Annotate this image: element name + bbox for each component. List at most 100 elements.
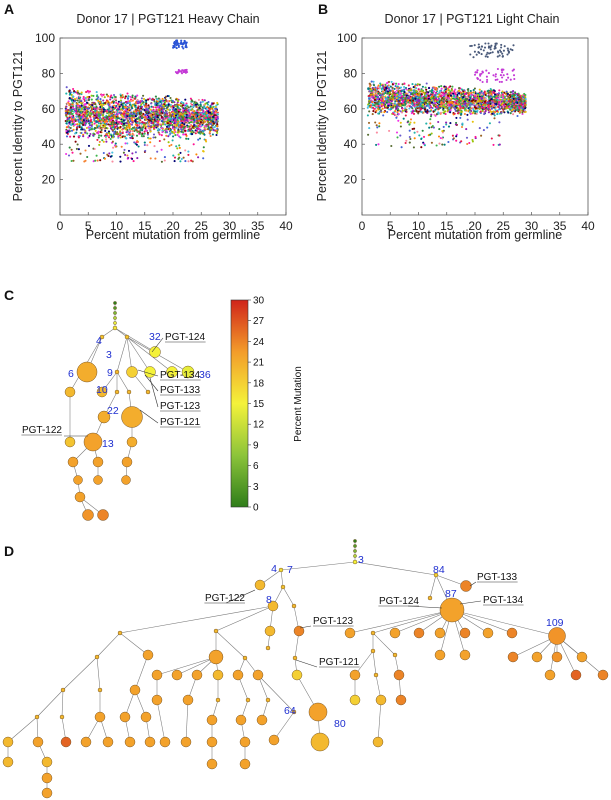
scatter-point (184, 44, 188, 47)
scatter-point (129, 102, 132, 105)
scatter-point (75, 97, 78, 100)
scatter-point (165, 131, 169, 134)
scatter-point (449, 111, 452, 114)
scatter-point (463, 112, 466, 116)
scatter-point (143, 132, 146, 135)
scatter-point (78, 126, 81, 129)
scatter-point (182, 108, 185, 111)
scatter-point (134, 95, 137, 98)
scatter-point (111, 124, 114, 127)
scatter-point (176, 133, 179, 136)
scatter-point (197, 98, 200, 101)
scatter-point (125, 124, 128, 127)
scatter-point (169, 96, 172, 100)
scatter-point (459, 106, 462, 109)
y-tick-label: 100 (35, 31, 55, 45)
scatter-point (160, 115, 163, 118)
scatter-point (157, 101, 160, 104)
scatter-point (73, 100, 76, 103)
scatter-point (167, 135, 170, 138)
scatter-point (84, 96, 87, 100)
scatter-point (70, 148, 73, 151)
scatter-point (111, 136, 114, 139)
scatter-point (448, 86, 451, 89)
scatter-point (197, 156, 200, 159)
scatter-point (374, 95, 377, 98)
scatter-point (195, 127, 199, 130)
scatter-point (84, 149, 87, 152)
scatter-point (127, 119, 130, 122)
scatter-point (103, 157, 106, 160)
scatter-point (396, 111, 399, 114)
scatter-point (135, 117, 138, 120)
scatter-point (94, 110, 97, 113)
scatter-point (79, 152, 82, 155)
scatter-point (498, 89, 501, 92)
scatter-point (210, 103, 213, 106)
scatter-point (99, 111, 102, 114)
scatter-point (107, 154, 110, 158)
scatter-point (444, 112, 447, 116)
scatter-point (154, 157, 157, 160)
scatter-point (201, 100, 204, 103)
scatter-point (157, 97, 160, 100)
scatter-point (175, 126, 178, 129)
scatter-point (498, 107, 501, 110)
scatter-point (171, 125, 175, 128)
scatter-point (105, 122, 108, 125)
scatter-point (115, 119, 118, 122)
scatter-point (92, 111, 95, 114)
scatter-point (95, 124, 98, 127)
scatter-point (157, 120, 160, 123)
scatter-point (65, 122, 68, 125)
scatter-point (75, 126, 79, 129)
scatter-point (164, 95, 167, 98)
scatter-point (124, 95, 127, 98)
scatter-point (468, 110, 471, 114)
scatter-point (168, 144, 171, 147)
scatter-point (150, 102, 153, 105)
scatter-point (505, 106, 508, 109)
scatter-point (150, 126, 153, 129)
scatter-point (136, 98, 139, 101)
scatter-point (84, 106, 87, 109)
scatter-point (143, 130, 146, 133)
scatter-point (121, 107, 124, 110)
scatter-point (82, 119, 85, 122)
scatter-point (110, 121, 113, 124)
scatter-point (170, 114, 173, 117)
scatter-point (393, 87, 396, 90)
scatter-point (98, 134, 101, 137)
scatter-point (184, 114, 187, 117)
scatter-point (149, 157, 152, 160)
scatter-point (77, 97, 80, 100)
scatter-point (514, 91, 517, 94)
scatter-point (497, 103, 501, 106)
scatter-point (177, 45, 180, 49)
scatter-point (478, 95, 481, 98)
scatter-point (173, 109, 176, 112)
scatter-point (124, 128, 127, 131)
scatter-point (122, 124, 125, 127)
scatter-point (142, 94, 145, 97)
scatter-point (171, 108, 174, 111)
scatter-point (136, 127, 139, 130)
scatter-point (409, 105, 412, 108)
scatter-point (178, 144, 181, 147)
scatter-point (372, 110, 375, 113)
scatter-point (119, 96, 122, 99)
scatter-point (435, 113, 438, 116)
scatter-point (487, 89, 490, 92)
scatter-point (118, 105, 121, 108)
scatter-point (88, 95, 91, 98)
scatter-point (105, 138, 108, 141)
scatter-point (191, 129, 194, 132)
scatter-point (112, 126, 115, 129)
scatter-point (145, 129, 148, 132)
scatter-point (397, 113, 400, 116)
scatter-point (65, 105, 68, 108)
scatter-point (215, 129, 218, 132)
scatter-point (196, 108, 199, 112)
scatter-point (126, 130, 129, 133)
scatter-point (484, 110, 487, 113)
